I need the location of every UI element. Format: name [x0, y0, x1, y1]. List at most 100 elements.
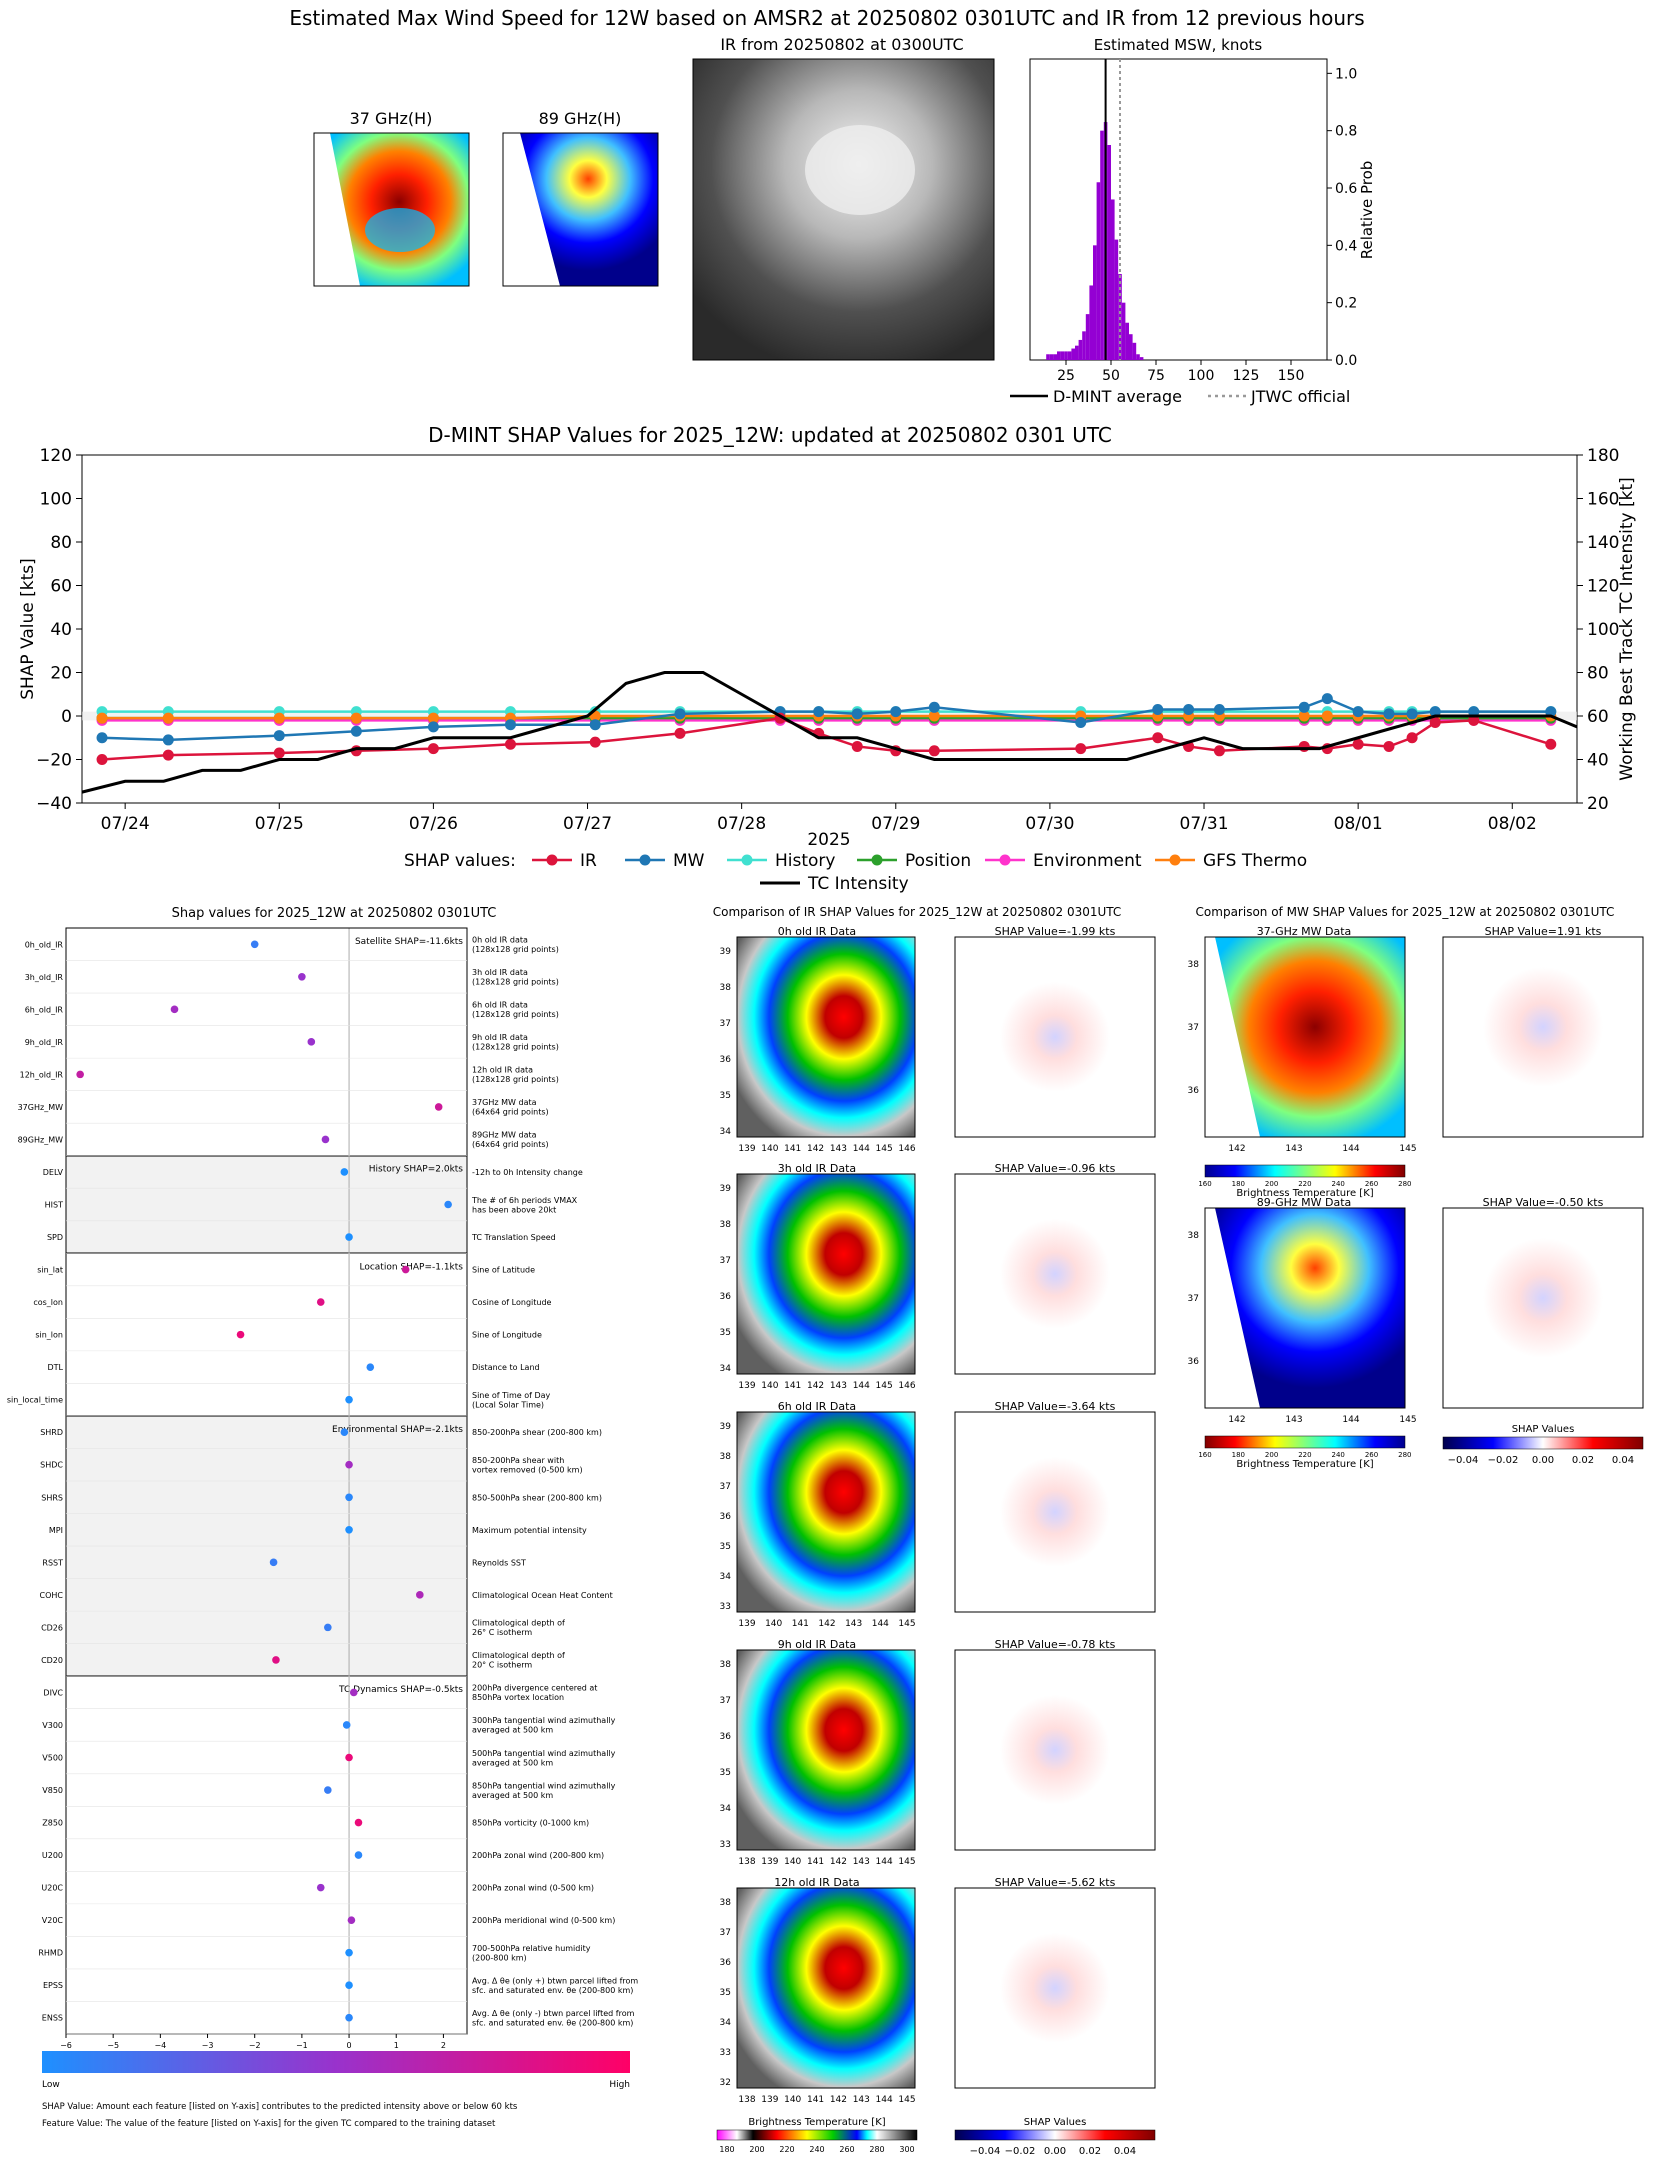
ir-xtick-label: 139 [738, 1144, 755, 1154]
series-point-gfs-thermo [162, 712, 174, 724]
series-point-gfs-thermo [1321, 710, 1333, 722]
ir-ytick-label: 35 [720, 1091, 731, 1101]
ir-row: 12h old IR Data 38 37 36 35 34 33 32 138 139 140 14… [720, 1876, 1156, 2105]
ir-xtick-label: 145 [898, 2095, 915, 2105]
ir-xtick-label: 140 [761, 1381, 778, 1391]
ir-xtick-label: 145 [876, 1381, 893, 1391]
series-point-mw [96, 732, 108, 744]
ir-ytick-label: 36 [720, 1055, 732, 1065]
legend-label: IR [580, 851, 597, 871]
ir-image [737, 1888, 915, 2088]
feature-dot [307, 1038, 316, 1046]
series-point-ir [851, 740, 863, 752]
ir-row-title: 6h old IR Data [778, 1400, 856, 1413]
ts-ytick-label: 40 [50, 620, 72, 640]
feature-name: cos_lon [33, 1298, 63, 1307]
feature-name: 0h_old_IR [25, 940, 64, 949]
mw-ytick-label: 37 [1188, 1023, 1199, 1033]
series-point-mw [1352, 706, 1364, 718]
hist-bar [1093, 245, 1097, 360]
ir-xtick-label: 138 [738, 2095, 755, 2105]
colorbar-high: High [609, 2080, 630, 2090]
feature-desc: 0h old IR data [472, 936, 528, 945]
feature-desc: 9h old IR data [472, 1033, 528, 1042]
ir-row: 3h old IR Data 39 38 37 36 35 34 139 140 141 142 14… [720, 1162, 1156, 1391]
shap-colorbar: SHAP Values [954, 2117, 1156, 2141]
ir-xtick-label: 141 [807, 2095, 824, 2105]
feat-xtick-label: −2 [249, 2041, 261, 2050]
shap-cbar-tick: −0.04 [970, 2146, 1001, 2157]
series-point-ir [427, 743, 439, 755]
series-point-mw [674, 708, 686, 720]
panel-ir-current: IR from 20250802 at 0300UTC [692, 35, 995, 361]
ir-frame [736, 936, 916, 1138]
mw-cbar-tick: 160 [1198, 1180, 1211, 1188]
mw-cbar [1204, 1164, 1406, 1178]
feature-desc: Maximum potential intensity [472, 1526, 587, 1535]
hist-ytick-label: 0.0 [1335, 353, 1357, 369]
ts-ytick-label: 0 [61, 707, 72, 727]
mw-xtick-label: 144 [1342, 1415, 1359, 1425]
ts-xtick-label: 08/01 [1334, 814, 1383, 834]
feature-dot [345, 1493, 353, 1502]
feature-dot [345, 1981, 353, 1990]
series-point-mw [1321, 693, 1333, 705]
hist-bar [1064, 351, 1068, 360]
ts-xtick-label: 07/27 [563, 814, 612, 834]
hist-xtick-label: 125 [1233, 368, 1260, 384]
hist-ytick-label: 0.4 [1335, 238, 1357, 254]
group-label: Satellite SHAP=-11.6kts [355, 937, 463, 947]
ts-xtick-label: 08/02 [1488, 814, 1537, 834]
ir-shap-blob [1000, 1933, 1110, 2043]
feature-dot [434, 1103, 443, 1111]
ts-y2tick-label: 60 [1587, 707, 1609, 727]
mw-cmp-title: Comparison of MW SHAP Values for 2025_12… [1196, 905, 1615, 919]
ir-xtick-label: 142 [807, 1381, 824, 1391]
feature-dot [401, 1265, 410, 1274]
ts-y2tick-label: 100 [1587, 620, 1619, 640]
hist-bar [1100, 130, 1104, 360]
feature-desc: Climatological depth of [472, 1619, 565, 1628]
mw-shap-cbar-tick: 0.00 [1532, 1455, 1554, 1466]
feature-desc: 3h old IR data [472, 968, 528, 977]
legend-dmint: D-MINT average [1053, 387, 1182, 406]
series-point-ir [273, 747, 285, 759]
feature-desc: 26° C isotherm [472, 1628, 532, 1637]
mw-xtick-label: 144 [1342, 1144, 1359, 1154]
mw-ytick-label: 37 [1188, 1294, 1199, 1304]
ts-y2tick-label: 160 [1587, 490, 1619, 510]
feature-name: V300 [42, 1721, 63, 1730]
feature-shap-panel: Shap values for 2025_12W at 20250802 030… [7, 906, 639, 2129]
feature-name: CD20 [41, 1656, 63, 1665]
mw-xtick-label: 145 [1399, 1415, 1416, 1425]
mw-xtick-label: 143 [1285, 1144, 1302, 1154]
series-point-mw [1429, 706, 1441, 718]
series-point-ir [162, 749, 174, 761]
ir-xtick-label: 139 [761, 1857, 778, 1867]
ir-shap-title: SHAP Value=-1.99 kts [995, 925, 1116, 938]
hist-bar [1139, 357, 1144, 360]
mw-row: 37-GHz MW Data 38 37 36 142 143 144 145 160 180 20… [1188, 925, 1644, 1199]
mw-cbar-tick: 220 [1298, 1451, 1311, 1459]
legend-marker [871, 854, 883, 866]
suptitle: Estimated Max Wind Speed for 12W based o… [289, 6, 1364, 30]
mw-cbar-tick: 280 [1398, 1451, 1411, 1459]
ir-row: 6h old IR Data 39 38 37 36 35 34 33 139 140 141 142… [720, 1400, 1156, 1629]
ts-y2tick-label: 20 [1587, 794, 1609, 814]
legend-marker [639, 854, 651, 866]
ir-xtick-label: 144 [853, 1381, 870, 1391]
feature-name: EPSS [43, 1981, 63, 1990]
mw-row-title: 89-GHz MW Data [1257, 1196, 1352, 1209]
feature-dot [269, 1558, 278, 1567]
feature-name: U200 [42, 1851, 63, 1860]
ts-xtick-label: 07/25 [255, 814, 304, 834]
mw-swath-gap [1205, 937, 1260, 1137]
mw-cbar-tick: 260 [1365, 1180, 1378, 1188]
ts-legend: SHAP values: IR MW History Position Environme… [404, 851, 1307, 894]
feature-name: V20C [42, 1916, 64, 1925]
mw-shap-blob [1483, 1238, 1603, 1358]
hist-bar [1132, 342, 1137, 360]
series-point-ir [1075, 743, 1087, 755]
mw-ytick-label: 38 [1188, 960, 1200, 970]
ir-image [737, 1174, 915, 1374]
